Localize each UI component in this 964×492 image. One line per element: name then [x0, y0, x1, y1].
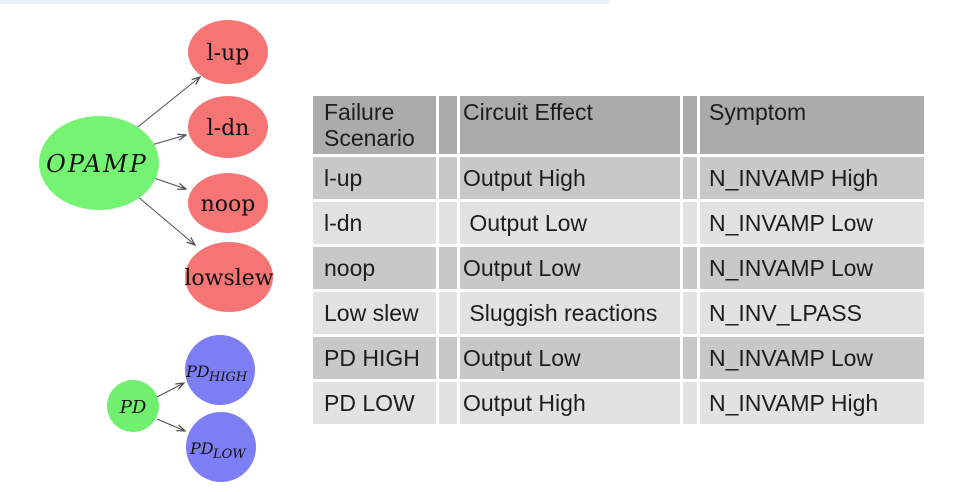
cell-effect: Output Low	[460, 337, 680, 379]
edge-opamp-noop	[150, 176, 186, 189]
cell-spacer	[683, 382, 697, 424]
node-lowslew	[185, 242, 273, 312]
failure-table: Failure Scenario Circuit Effect Symptom …	[313, 96, 924, 424]
node-pd-label: PD	[119, 397, 147, 418]
cell-effect: Output High	[460, 157, 680, 199]
fault-tree-diagram: OPAMP l-up l-dn noop lowslew PD PD HIGH …	[39, 20, 274, 482]
top-accent-strip	[0, 0, 610, 4]
header-circuit-effect: Circuit Effect	[460, 96, 680, 154]
node-pdlow-sublabel: LOW	[212, 447, 247, 462]
node-pdhigh-sublabel: HIGH	[208, 370, 248, 385]
node-pdhigh-label: PD	[185, 362, 210, 381]
cell-effect: Output Low	[460, 202, 680, 244]
node-lowslew-label: lowslew	[184, 266, 273, 291]
node-pdlow	[186, 412, 256, 482]
cell-effect: Output Low	[460, 247, 680, 289]
cell-spacer	[439, 292, 457, 334]
node-lup	[188, 20, 268, 84]
cell-symptom: N_INVAMP Low	[700, 202, 924, 244]
cell-spacer	[439, 157, 457, 199]
node-lup-label: l-up	[207, 41, 250, 66]
node-opamp-label: OPAMP	[46, 150, 148, 178]
edge-opamp-lup	[133, 77, 200, 131]
node-ldn	[188, 96, 268, 158]
cell-scenario: l-dn	[313, 202, 436, 244]
node-pdhigh	[185, 335, 255, 405]
cell-symptom: N_INVAMP High	[700, 382, 924, 424]
cell-scenario: PD LOW	[313, 382, 436, 424]
header-symptom: Symptom	[700, 96, 924, 154]
node-pd	[107, 380, 159, 432]
cell-symptom: N_INVAMP High	[700, 157, 924, 199]
edge-pd-pdhigh	[156, 383, 184, 398]
node-opamp	[39, 116, 159, 210]
cell-spacer	[439, 247, 457, 289]
cell-scenario: l-up	[313, 157, 436, 199]
cell-effect: Output High	[460, 382, 680, 424]
header-failure-scenario: Failure Scenario	[313, 96, 436, 154]
header-spacer-1	[439, 96, 457, 154]
node-ldn-label: l-dn	[207, 116, 250, 141]
cell-spacer	[439, 337, 457, 379]
cell-spacer	[683, 157, 697, 199]
cell-spacer	[683, 202, 697, 244]
cell-scenario: Low slew	[313, 292, 436, 334]
cell-spacer	[439, 382, 457, 424]
edge-pd-pdlow	[156, 418, 185, 431]
cell-spacer	[439, 202, 457, 244]
cell-spacer	[683, 292, 697, 334]
cell-symptom: N_INV_LPASS	[700, 292, 924, 334]
cell-symptom: N_INVAMP Low	[700, 247, 924, 289]
node-noop-label: noop	[201, 192, 256, 217]
edge-opamp-ldn	[147, 135, 186, 147]
cell-scenario: PD HIGH	[313, 337, 436, 379]
cell-spacer	[683, 337, 697, 379]
header-spacer-2	[683, 96, 697, 154]
cell-symptom: N_INVAMP Low	[700, 337, 924, 379]
edge-opamp-lowslew	[136, 195, 195, 245]
cell-effect: Sluggish reactions	[460, 292, 680, 334]
node-pdlow-label: PD	[189, 439, 214, 458]
cell-scenario: noop	[313, 247, 436, 289]
node-noop	[188, 173, 268, 233]
cell-spacer	[683, 247, 697, 289]
